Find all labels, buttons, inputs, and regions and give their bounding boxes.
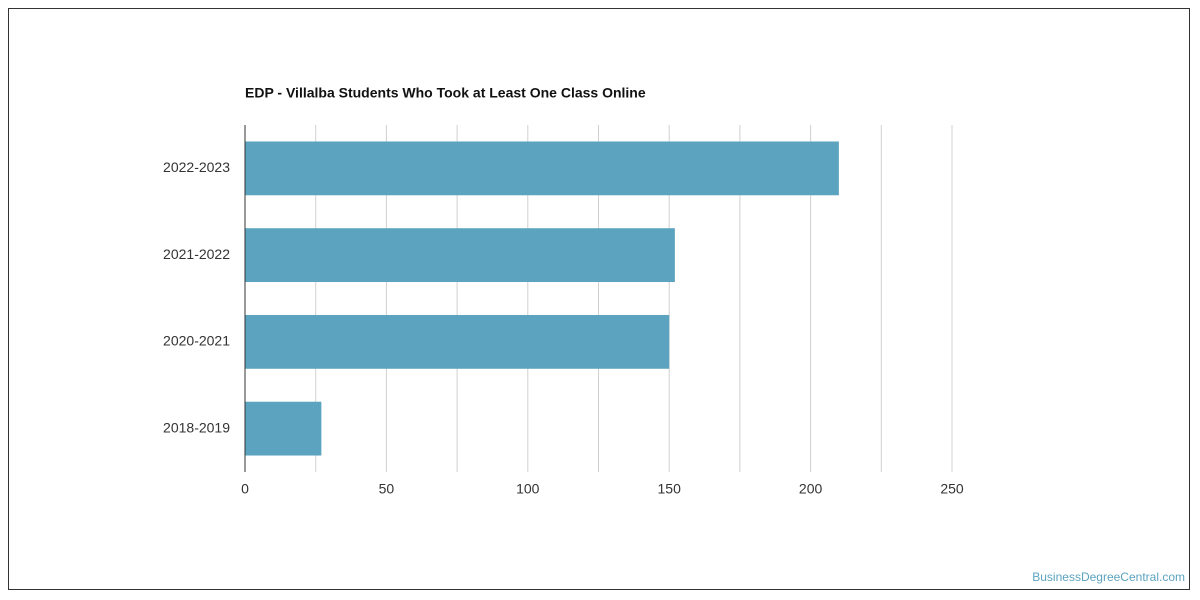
x-tick-label: 200 [799, 481, 823, 497]
x-tick-label: 100 [516, 481, 540, 497]
watermark[interactable]: BusinessDegreeCentral.com [1032, 570, 1185, 584]
x-tick-label: 50 [379, 481, 395, 497]
y-tick-label: 2021-2022 [163, 246, 230, 262]
y-tick-label: 2020-2021 [163, 333, 230, 349]
bar [245, 401, 322, 456]
x-tick-label: 250 [940, 481, 964, 497]
x-tick-label: 0 [241, 481, 249, 497]
bar [245, 141, 839, 196]
chart-title: EDP - Villalba Students Who Took at Leas… [245, 85, 646, 101]
y-tick-label: 2022-2023 [163, 159, 230, 175]
bar [245, 228, 675, 283]
bar [245, 314, 670, 369]
x-tick-label: 150 [658, 481, 682, 497]
y-tick-label: 2018-2019 [163, 419, 230, 435]
